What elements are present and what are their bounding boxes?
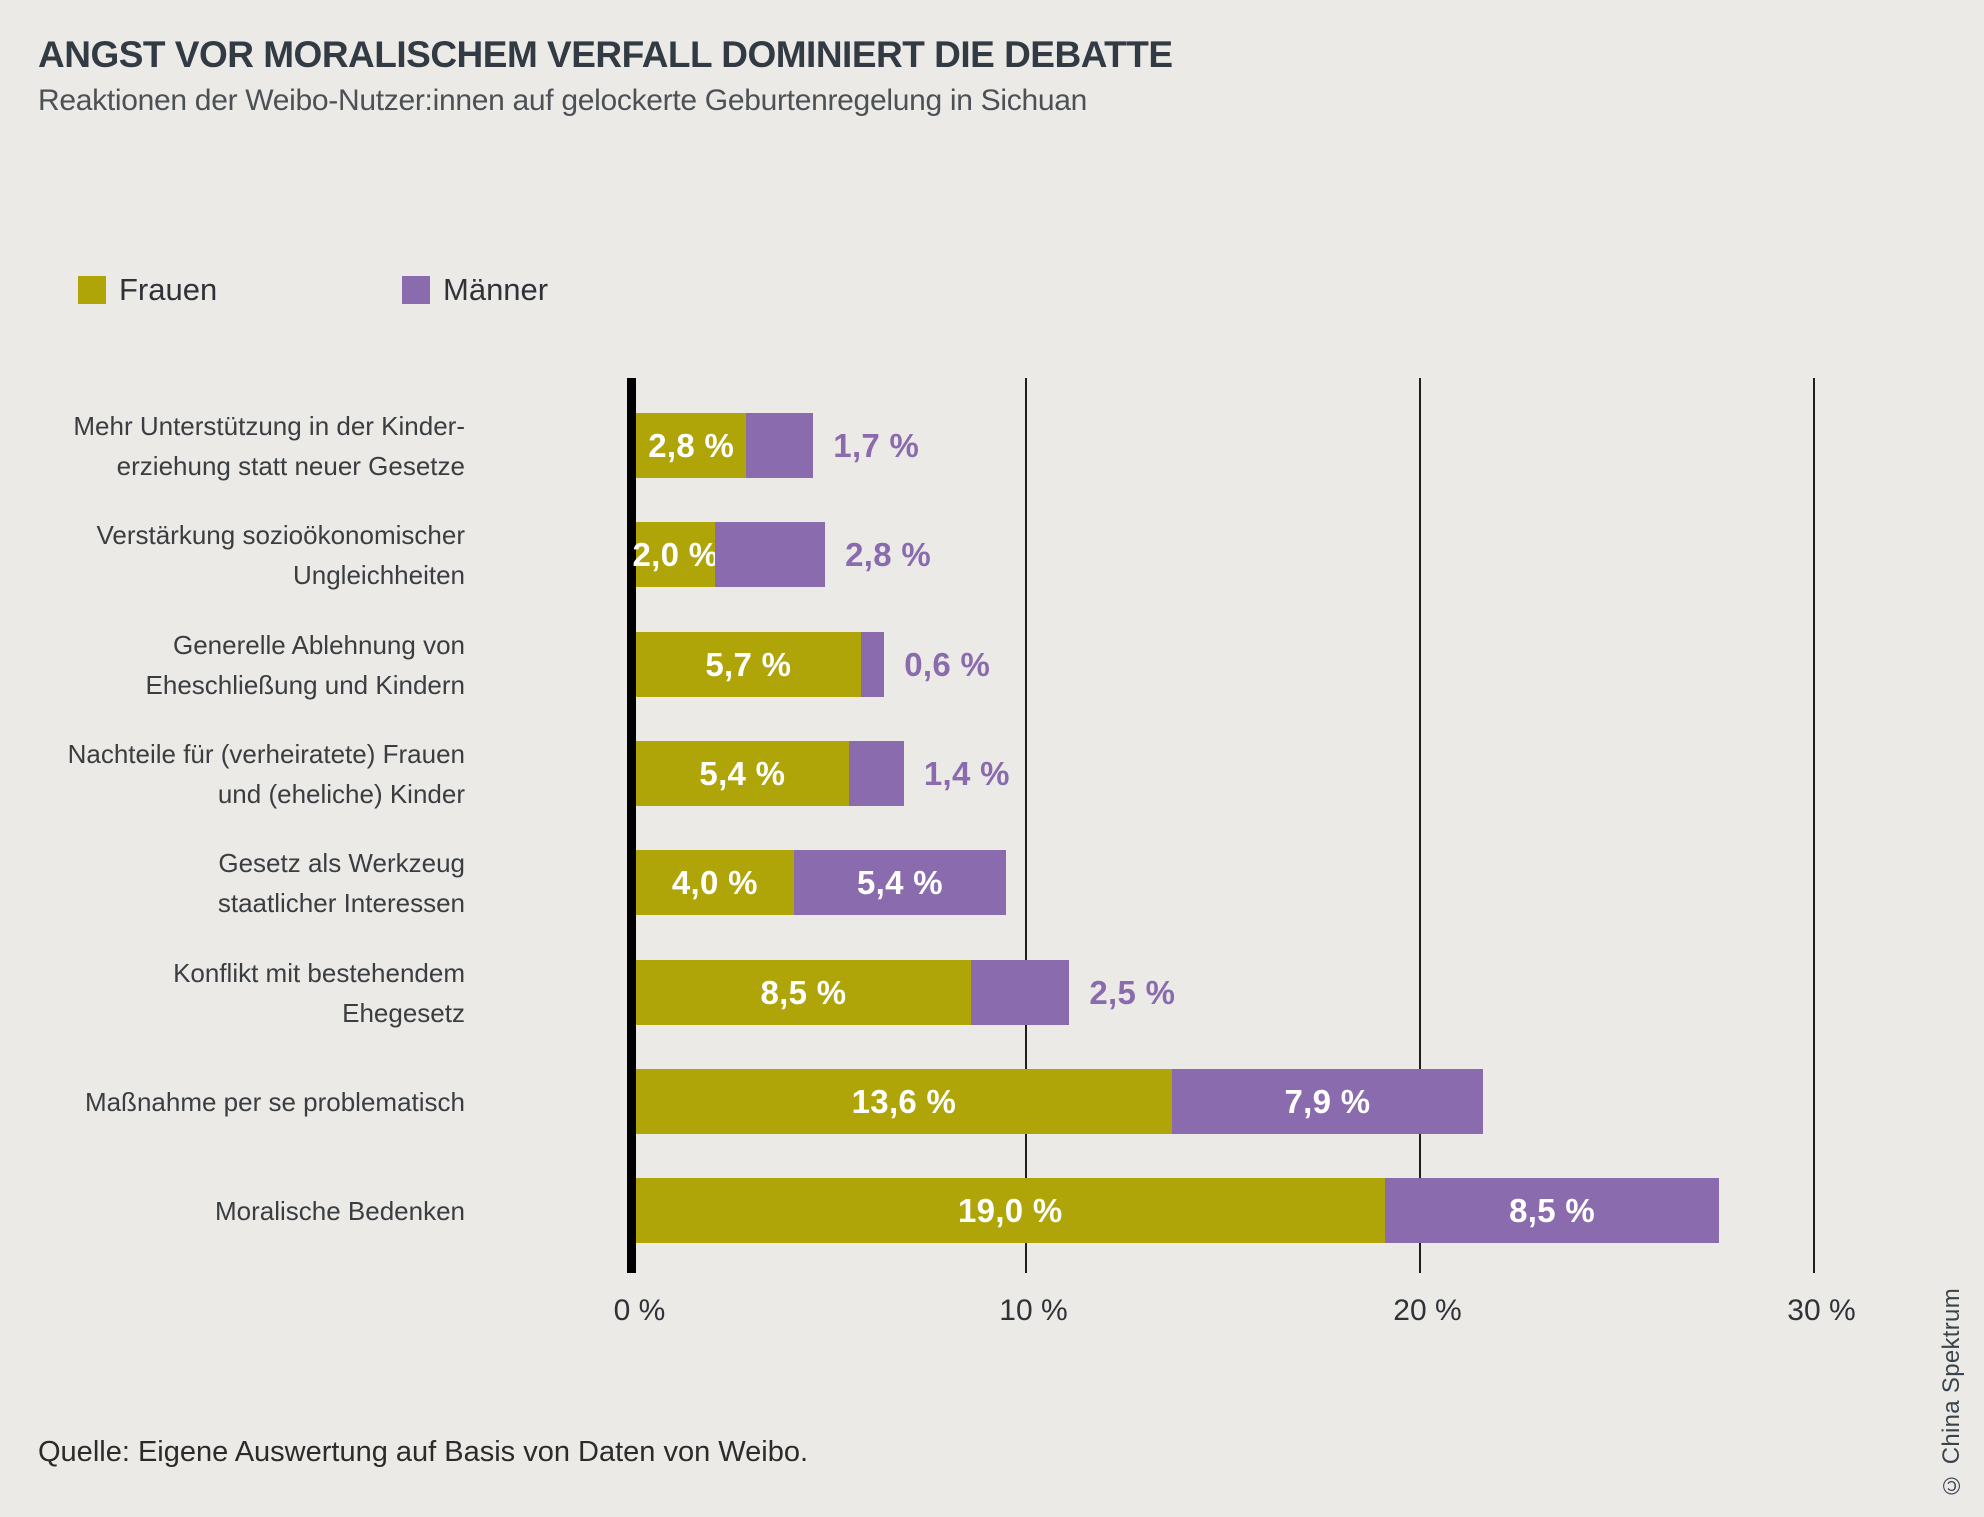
category-label-line: Ungleichheiten (292, 559, 465, 590)
category-label-line: Verstärkung sozioökonomischer (96, 519, 465, 550)
category-label-line: Gesetz als Werkzeug (218, 847, 465, 878)
maenner-bar-segment (1171, 1069, 1484, 1134)
frauen-value-label: 19,0 % (958, 1191, 1063, 1229)
maenner-bar-segment (860, 632, 885, 697)
chart-title: ANGST VOR MORALISCHEM VERFALL DOMINIERT … (38, 34, 1173, 75)
copyright-credit: © China Spektrum (1938, 1288, 1965, 1499)
maenner-color-swatch (402, 276, 430, 304)
legend-item-frauen: Frauen (78, 272, 217, 308)
maenner-bar-segment (1384, 1178, 1720, 1243)
x-axis-tick-label: 0 % (613, 1294, 666, 1327)
category-label-line: Mehr Unterstützung in der Kinder- (73, 410, 465, 441)
frauen-bar-segment (636, 850, 794, 915)
frauen-bar-segment (636, 522, 715, 587)
frauen-value-label: 2,0 % (632, 535, 719, 573)
maenner-value-label: 1,7 % (833, 426, 920, 464)
category-label-line: Ehegesetz (342, 997, 465, 1028)
x-axis-tick-label: 30 % (1787, 1294, 1856, 1327)
gridline-30pct (1812, 378, 1815, 1273)
legend-item-maenner: Männer (402, 272, 548, 308)
category-label: Gesetz als Werkzeug staatlicher Interesse… (30, 843, 465, 923)
category-label: Generelle Ablehnung von Eheschließung und… (30, 625, 465, 705)
y-axis-line (627, 378, 636, 1273)
category-label-line: Nachteile für (verheiratete) Frauen (67, 738, 465, 769)
maenner-value-label: 8,5 % (1509, 1191, 1595, 1229)
category-label-line: erziehung statt neuer Gesetze (116, 450, 465, 481)
legend-label-maenner: Männer (443, 272, 549, 307)
frauen-value-label: 13,6 % (851, 1082, 957, 1120)
maenner-value-label: 2,8 % (845, 535, 931, 573)
frauen-bar-segment (636, 741, 849, 806)
gridline-10pct (1024, 378, 1027, 1273)
x-axis-tick-label: 20 % (1393, 1294, 1462, 1327)
frauen-bar-segment (636, 632, 861, 697)
legend-label-frauen: Frauen (119, 272, 218, 307)
category-label-line: staatlicher Interessen (217, 887, 465, 918)
x-axis-tick-label: 10 % (999, 1294, 1068, 1327)
maenner-value-label: 0,6 % (904, 645, 991, 683)
category-label-line: und (eheliche) Kinder (217, 778, 465, 809)
maenner-value-label: 7,9 % (1284, 1082, 1371, 1120)
maenner-bar-segment (714, 522, 826, 587)
category-label: Maßnahme per se problematisch (30, 1082, 465, 1122)
category-label: Nachteile für (verheiratete) Frauen und (… (30, 734, 465, 814)
frauen-bar-segment (636, 1069, 1172, 1134)
frauen-bar-segment (636, 1178, 1385, 1243)
category-label-line: Moralische Bedenken (214, 1195, 465, 1226)
frauen-bar-segment (636, 413, 747, 478)
frauen-bar-segment (636, 960, 971, 1025)
frauen-value-label: 4,0 % (671, 863, 758, 901)
maenner-value-label: 2,5 % (1089, 973, 1176, 1011)
frauen-value-label: 2,8 % (648, 426, 735, 464)
category-label-line: Generelle Ablehnung von (172, 629, 465, 660)
gridline-20pct (1418, 378, 1421, 1273)
category-label-line: Konflikt mit bestehendem (173, 957, 465, 988)
frauen-value-label: 8,5 % (760, 973, 847, 1011)
frauen-color-swatch (78, 276, 106, 304)
maenner-bar-segment (793, 850, 1007, 915)
category-label: Moralische Bedenken (30, 1191, 465, 1231)
category-label-line: Eheschließung und Kindern (145, 669, 465, 700)
source-note: Quelle: Eigene Auswertung auf Basis von … (38, 1436, 809, 1468)
maenner-value-label: 5,4 % (857, 863, 943, 901)
maenner-bar-segment (970, 960, 1070, 1025)
category-label: Konflikt mit bestehendem Ehegesetz (30, 953, 465, 1033)
maenner-value-label: 1,4 % (923, 754, 1010, 792)
category-label-line: Maßnahme per se problematisch (84, 1086, 465, 1117)
maenner-bar-segment (746, 413, 814, 478)
category-label: Verstärkung sozioökonomischer Ungleichhei… (30, 515, 465, 595)
maenner-bar-segment (848, 741, 904, 806)
category-label: Mehr Unterstützung in der Kinder-erziehu… (30, 406, 465, 486)
chart-subtitle: Reaktionen der Weibo-Nutzer:innen auf ge… (38, 84, 1087, 117)
frauen-value-label: 5,7 % (705, 645, 792, 683)
frauen-value-label: 5,4 % (699, 754, 786, 792)
